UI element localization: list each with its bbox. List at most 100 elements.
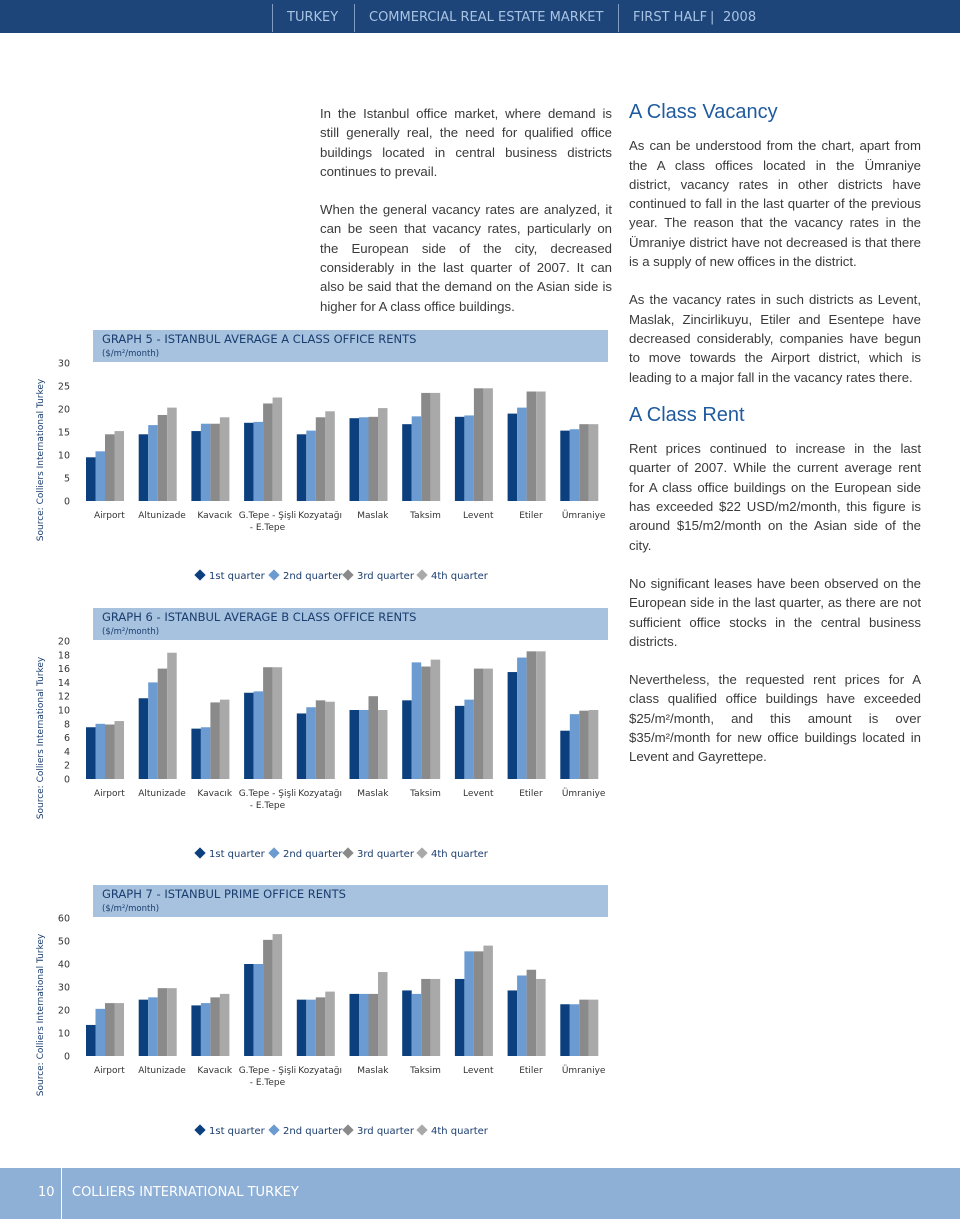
x-tick-label: Maslak: [357, 1066, 389, 1076]
chart-title: GRAPH 5 - ISTANBUL AVERAGE A CLASS OFFIC…: [102, 332, 416, 346]
y-tick-label: 10: [58, 1029, 70, 1040]
bar: [272, 397, 283, 501]
bar: [219, 993, 230, 1056]
bar: [105, 1003, 115, 1056]
bar: [588, 424, 599, 501]
bar: [200, 727, 211, 779]
y-tick-label: 14: [58, 678, 70, 689]
x-tick-label: Taksim: [410, 1066, 441, 1076]
bar: [315, 700, 326, 779]
x-tick-label: Levent: [462, 1066, 494, 1076]
separator: [61, 1168, 62, 1219]
bar: [167, 652, 177, 779]
bar: [105, 724, 115, 779]
bar: [138, 999, 149, 1056]
bar: [349, 710, 359, 779]
y-tick-label: 20: [58, 405, 70, 416]
bar: [114, 721, 124, 779]
paragraph: As the vacancy rates in such districts a…: [629, 292, 921, 385]
x-tick-label: Airport: [93, 789, 125, 799]
bar: [473, 388, 484, 501]
x-tick-label: Levent: [462, 511, 494, 521]
bar: [536, 651, 546, 779]
y-tick-label: 12: [58, 692, 70, 703]
bar: [219, 417, 230, 501]
bar: [517, 407, 527, 501]
chart: GRAPH 7 - ISTANBUL PRIME OFFICE RENTS ($/…: [30, 885, 615, 1147]
title-bar: [93, 885, 608, 917]
bar: [210, 702, 220, 779]
y-tick-label: 4: [64, 747, 70, 758]
x-tick-label: G.Tepe - Şişli - E.Tepe: [238, 511, 297, 533]
bar: [378, 972, 388, 1056]
chart-svg: GRAPH 7 - ISTANBUL PRIME OFFICE RENTS ($/…: [36, 885, 608, 1137]
x-tick-label: Kavacık: [197, 511, 233, 521]
legend-marker: [416, 1124, 428, 1136]
chart-subtitle: ($/m²/month): [102, 349, 159, 359]
bar: [483, 388, 493, 501]
bar: [526, 969, 537, 1056]
bar: [569, 714, 580, 779]
paragraph: Nevertheless, the requested rent prices …: [629, 672, 921, 765]
x-tick-label: Levent: [462, 789, 494, 799]
title-bar: [93, 608, 608, 640]
y-tick-label: 20: [58, 1006, 70, 1017]
bar: [464, 415, 474, 501]
chart-svg: GRAPH 5 - ISTANBUL AVERAGE A CLASS OFFIC…: [36, 330, 608, 582]
bar: [148, 997, 158, 1056]
chart-svg: GRAPH 6 - ISTANBUL AVERAGE B CLASS OFFIC…: [36, 608, 608, 860]
separator: [618, 4, 619, 32]
source-note: Source: Colliers International Turkey: [36, 656, 46, 819]
y-tick-label: 0: [64, 497, 70, 508]
bar: [473, 951, 484, 1056]
bar: [296, 999, 307, 1056]
bar: [579, 424, 589, 501]
x-tick-label: Kozyatağı: [298, 511, 343, 521]
bar: [95, 723, 105, 779]
bar: [454, 705, 465, 779]
legend-label: 2nd quarter: [283, 849, 343, 860]
y-tick-label: 6: [64, 733, 70, 744]
bar: [483, 668, 493, 779]
bar: [359, 710, 369, 779]
bar: [430, 659, 441, 779]
bar: [526, 391, 537, 501]
legend-label: 2nd quarter: [283, 1126, 343, 1137]
bar: [95, 451, 105, 501]
bar: [114, 431, 124, 501]
bar: [148, 425, 158, 501]
x-tick-label: Airport: [93, 511, 125, 521]
header-divider: |: [710, 10, 715, 25]
bar: [579, 999, 589, 1056]
y-tick-label: 40: [58, 960, 70, 971]
bar: [253, 964, 264, 1056]
bar: [464, 699, 474, 779]
y-tick-label: 8: [64, 719, 70, 730]
legend-label: 1st quarter: [209, 849, 266, 860]
x-tick-label: Etiler: [519, 789, 543, 799]
right-column: A Class Vacancy As can be understood fro…: [629, 102, 921, 786]
x-tick-label: G.Tepe - Şişli - E.Tepe: [238, 1066, 297, 1088]
bar: [191, 431, 201, 501]
bar: [569, 1004, 580, 1056]
header-year: 2008: [723, 10, 757, 25]
bar: [325, 411, 335, 501]
header-report: COMMERCIAL REAL ESTATE MARKET: [369, 10, 604, 25]
bar: [315, 997, 326, 1056]
legend-label: 2nd quarter: [283, 571, 343, 582]
bar: [569, 429, 580, 501]
y-tick-label: 25: [58, 382, 70, 393]
chart-title: GRAPH 7 - ISTANBUL PRIME OFFICE RENTS: [102, 887, 346, 901]
legend-marker: [342, 569, 354, 581]
bar: [560, 730, 570, 779]
section-heading: A Class Rent: [629, 403, 745, 426]
bar: [588, 710, 599, 779]
legend-marker: [416, 569, 428, 581]
bar: [86, 457, 96, 501]
legend-label: 4th quarter: [431, 571, 489, 582]
y-tick-label: 15: [58, 428, 70, 439]
bar: [148, 682, 158, 779]
y-tick-label: 0: [64, 1052, 70, 1063]
x-tick-label: Taksim: [410, 789, 441, 799]
